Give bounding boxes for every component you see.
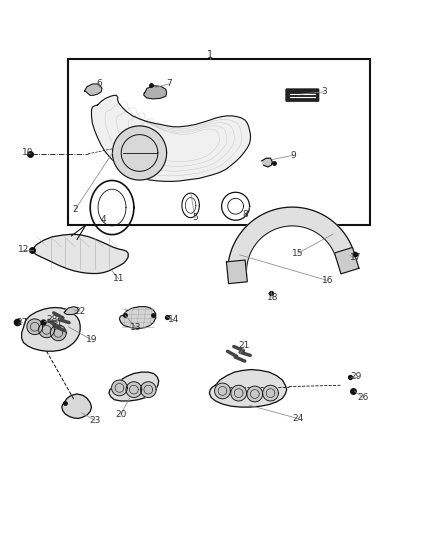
- Text: 16: 16: [321, 276, 333, 285]
- Polygon shape: [21, 308, 80, 351]
- Text: 11: 11: [113, 274, 124, 283]
- Text: 12: 12: [18, 245, 29, 254]
- Polygon shape: [231, 385, 247, 401]
- Polygon shape: [50, 325, 66, 341]
- Polygon shape: [109, 372, 159, 401]
- Text: 21: 21: [239, 342, 250, 351]
- Polygon shape: [27, 319, 42, 335]
- Polygon shape: [262, 158, 272, 167]
- Text: 19: 19: [86, 335, 97, 344]
- Bar: [68, 59, 370, 225]
- Polygon shape: [335, 247, 359, 274]
- Text: 22: 22: [74, 306, 86, 316]
- Polygon shape: [120, 306, 155, 328]
- Text: 9: 9: [290, 151, 296, 160]
- Text: 10: 10: [22, 149, 34, 157]
- Text: 13: 13: [130, 323, 142, 332]
- Polygon shape: [62, 394, 92, 418]
- Polygon shape: [215, 383, 230, 399]
- Polygon shape: [92, 95, 251, 181]
- Text: 17: 17: [350, 253, 361, 262]
- Text: 20: 20: [115, 409, 127, 418]
- Text: 4: 4: [100, 215, 106, 224]
- Text: 23: 23: [89, 416, 100, 425]
- Text: 28: 28: [46, 315, 58, 324]
- Text: 7: 7: [166, 79, 172, 88]
- Text: 2: 2: [72, 205, 78, 214]
- Text: 27: 27: [16, 318, 27, 327]
- Text: 24: 24: [292, 414, 303, 423]
- Polygon shape: [39, 322, 54, 338]
- Text: 21: 21: [51, 320, 62, 329]
- Polygon shape: [85, 84, 102, 95]
- Polygon shape: [32, 234, 128, 273]
- Text: 26: 26: [357, 393, 369, 402]
- Text: 14: 14: [167, 315, 179, 324]
- Polygon shape: [247, 386, 263, 402]
- Polygon shape: [64, 306, 78, 314]
- Polygon shape: [141, 382, 156, 398]
- Polygon shape: [144, 86, 166, 99]
- Text: 6: 6: [96, 79, 102, 87]
- Text: 18: 18: [266, 294, 278, 302]
- Polygon shape: [209, 369, 287, 407]
- Polygon shape: [112, 380, 127, 395]
- Polygon shape: [226, 260, 247, 284]
- Text: 1: 1: [207, 50, 213, 60]
- Text: 8: 8: [242, 211, 248, 220]
- Text: 3: 3: [321, 87, 327, 96]
- Text: 5: 5: [192, 213, 198, 222]
- Text: 15: 15: [292, 249, 304, 258]
- Polygon shape: [113, 126, 166, 180]
- Polygon shape: [228, 207, 354, 278]
- Polygon shape: [126, 382, 142, 398]
- FancyBboxPatch shape: [286, 89, 319, 101]
- Text: 29: 29: [351, 372, 362, 381]
- Polygon shape: [263, 385, 279, 401]
